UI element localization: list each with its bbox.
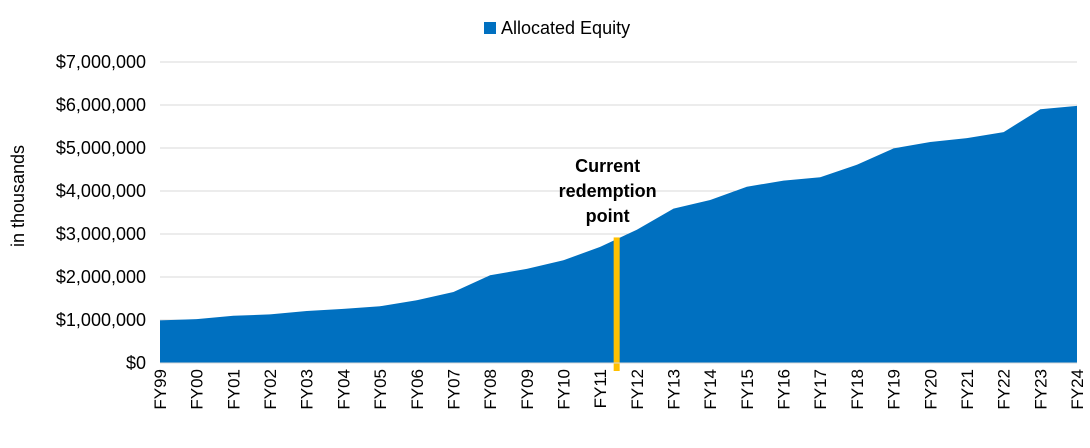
legend-swatch bbox=[484, 22, 496, 34]
x-tick-label: FY14 bbox=[701, 369, 720, 410]
allocated-equity-area bbox=[160, 105, 1077, 364]
x-tick-label: FY01 bbox=[224, 369, 243, 410]
y-tick-label: $6,000,000 bbox=[56, 95, 146, 115]
x-tick-label: FY18 bbox=[848, 369, 867, 410]
x-tick-label: FY05 bbox=[371, 369, 390, 410]
y-tick-label: $2,000,000 bbox=[56, 267, 146, 287]
x-tick-label: FY09 bbox=[518, 369, 537, 410]
x-tick-label: FY24 bbox=[1068, 369, 1087, 410]
redemption-marker-line bbox=[613, 237, 620, 371]
x-tick-label: FY21 bbox=[958, 369, 977, 410]
y-tick-label: $0 bbox=[126, 353, 146, 373]
x-tick-label: FY13 bbox=[665, 369, 684, 410]
x-tick-label: FY07 bbox=[444, 369, 463, 410]
legend: Allocated Equity bbox=[484, 18, 630, 38]
x-tick-label: FY23 bbox=[1031, 369, 1050, 410]
x-tick-label: FY22 bbox=[995, 369, 1014, 410]
gridlines bbox=[160, 61, 1077, 321]
x-tick-label: FY11 bbox=[591, 369, 610, 408]
x-axis: FY99 FY00 FY01 FY02 FY03 FY04 FY05 FY06 FY07 FY08… bbox=[151, 362, 1087, 410]
x-tick-label: FY02 bbox=[261, 369, 280, 410]
x-tick-label: FY15 bbox=[738, 369, 757, 410]
series-area-layer bbox=[159, 105, 1078, 364]
x-tick-label: FY06 bbox=[408, 369, 427, 410]
annotation-line: point bbox=[586, 206, 630, 226]
redemption-annotation: Current redemption point bbox=[559, 156, 657, 226]
y-tick-label: $3,000,000 bbox=[56, 224, 146, 244]
x-tick-label: FY08 bbox=[481, 369, 500, 410]
x-tick-label: FY10 bbox=[554, 369, 573, 410]
y-tick-label: $1,000,000 bbox=[56, 310, 146, 330]
legend-label: Allocated Equity bbox=[501, 18, 630, 38]
x-tick-label: FY17 bbox=[811, 369, 830, 410]
x-tick-label: FY04 bbox=[334, 369, 353, 410]
x-tick-label: FY20 bbox=[921, 369, 940, 410]
x-tick-label: FY99 bbox=[151, 369, 170, 410]
annotation-line: redemption bbox=[559, 181, 657, 201]
x-tick-label: FY16 bbox=[775, 369, 794, 410]
annotation-line: Current bbox=[575, 156, 640, 176]
y-axis: $0 $1,000,000 $2,000,000 $3,000,000 $4,000,0… bbox=[56, 52, 146, 373]
y-tick-label: $7,000,000 bbox=[56, 52, 146, 72]
x-tick-label: FY03 bbox=[298, 369, 317, 410]
x-tick-label: FY12 bbox=[628, 369, 647, 410]
x-tick-label: FY19 bbox=[885, 369, 904, 410]
x-tick-label: FY00 bbox=[188, 369, 207, 410]
y-axis-label: in thousands bbox=[8, 145, 28, 247]
annotation-layer: Current redemption point bbox=[559, 156, 657, 371]
y-tick-label: $5,000,000 bbox=[56, 138, 146, 158]
y-tick-label: $4,000,000 bbox=[56, 181, 146, 201]
